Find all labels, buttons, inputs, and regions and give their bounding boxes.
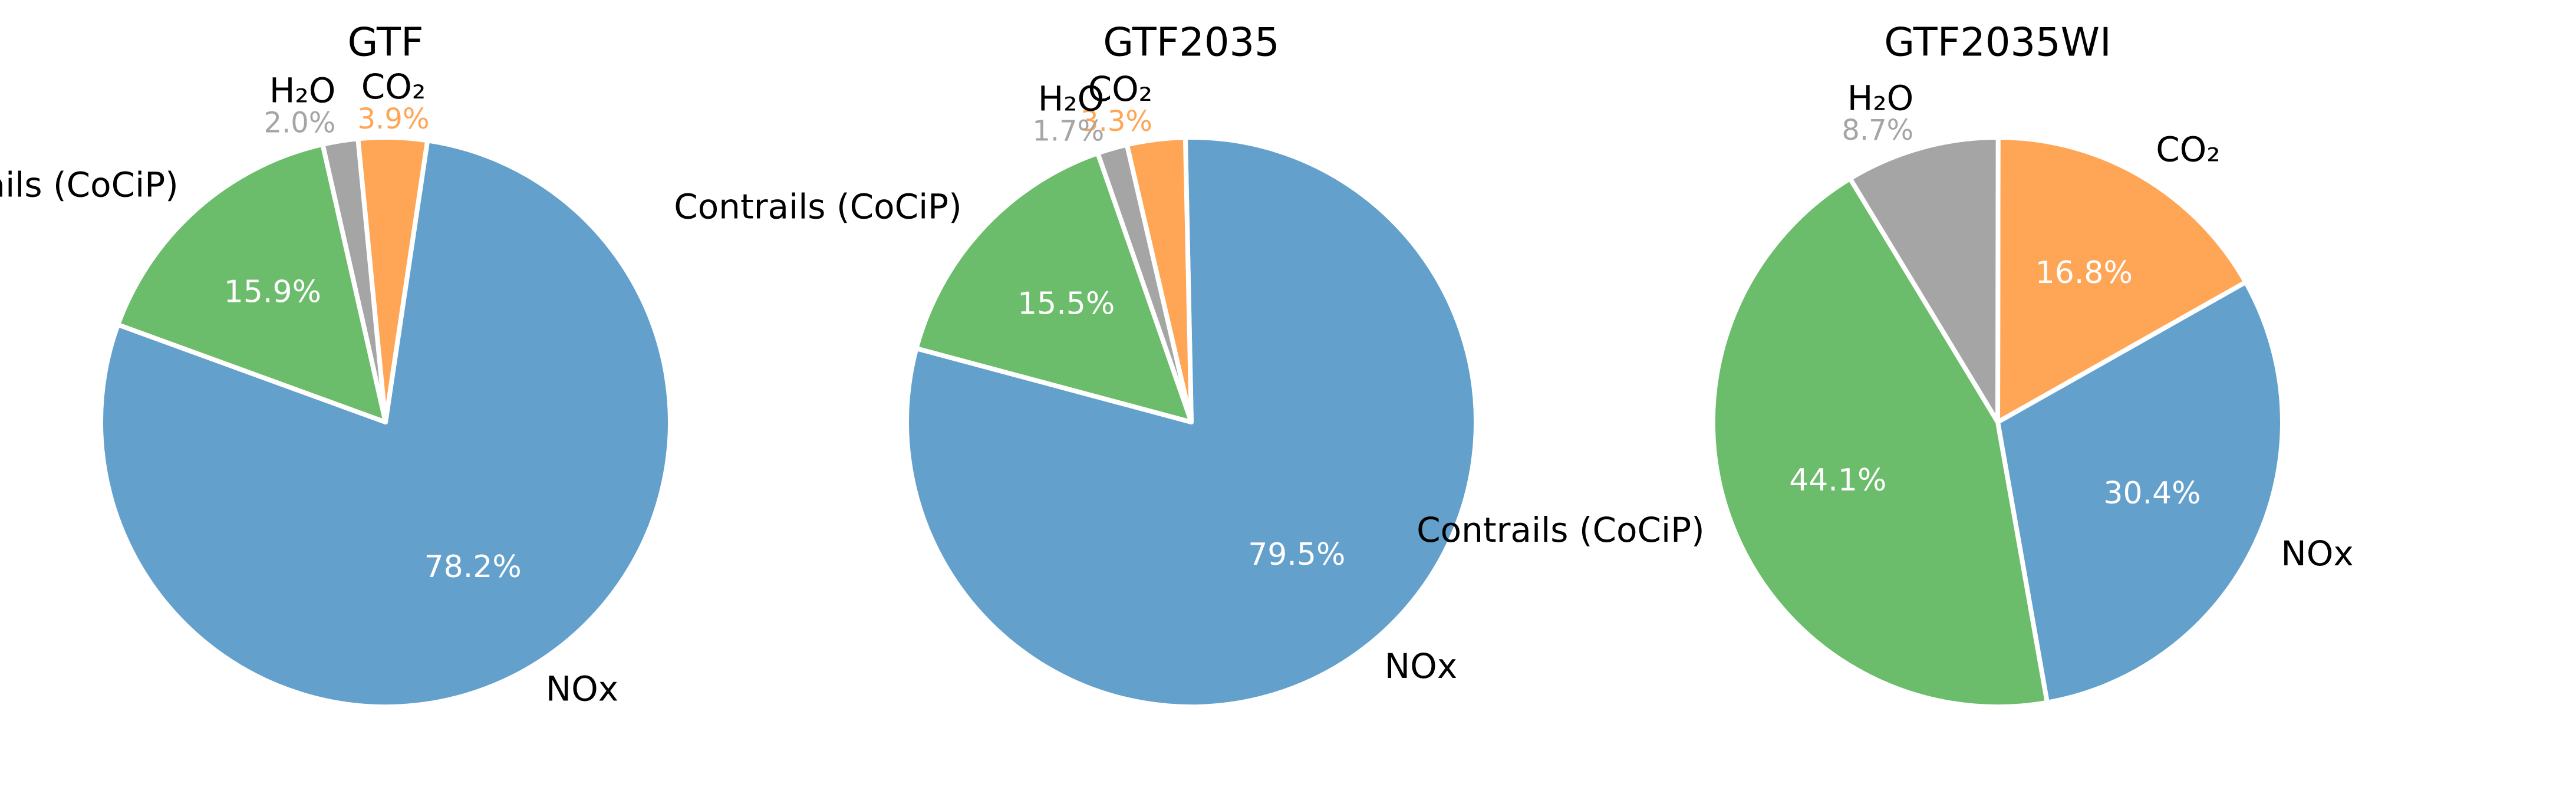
pie-slice-contrails-cocip	[914, 150, 1194, 424]
slice-percent: 30.4%	[2103, 476, 2201, 511]
pie-wedges	[1710, 134, 2285, 710]
slice-label: H₂O	[269, 71, 336, 111]
pie-title: GTF2035	[1103, 19, 1280, 65]
slice-percent: 3.9%	[358, 103, 430, 136]
slice-label: CO₂	[1088, 69, 1152, 109]
pie-slice-contrails-cocip	[1710, 176, 2050, 710]
slice-label: Contrails (CoCiP)	[1417, 510, 1705, 550]
pie-slice-co	[1995, 135, 2248, 424]
slice-percent: 79.5%	[1248, 537, 1345, 572]
slice-percent: 78.2%	[424, 549, 522, 585]
pie-wedges	[98, 135, 673, 710]
slice-percent: 16.8%	[2035, 255, 2133, 291]
pie-title: GTF	[348, 19, 424, 65]
pie-slice-contrails-cocip	[116, 141, 388, 424]
slice-label: NOx	[546, 669, 618, 709]
pie-wedges	[904, 135, 1479, 709]
slice-label: CO₂	[361, 67, 426, 107]
slice-label: CO₂	[2156, 130, 2220, 170]
slice-label: H₂O	[1847, 78, 1914, 118]
slice-label: H₂O	[1038, 79, 1105, 119]
pie-slice-nox	[1995, 279, 2285, 705]
pie-slice-h-o	[1847, 134, 2001, 424]
slice-percent: 8.7%	[1842, 114, 1913, 147]
slice-label: NOx	[2281, 533, 2353, 574]
slice-percent: 2.0%	[263, 107, 335, 140]
slice-percent: 15.5%	[1017, 286, 1115, 322]
slice-percent: 15.9%	[224, 275, 321, 310]
slice-label: Contrails (CoCiP)	[674, 186, 962, 226]
pie-title: GTF2035WI	[1884, 19, 2111, 65]
slice-percent: 1.7%	[1032, 115, 1104, 148]
slice-percent: 44.1%	[1789, 463, 1886, 498]
slice-label: Contrails (CoCiP)	[0, 164, 179, 205]
slice-label: NOx	[1385, 646, 1457, 686]
slice-percent: 3.3%	[1081, 105, 1152, 138]
